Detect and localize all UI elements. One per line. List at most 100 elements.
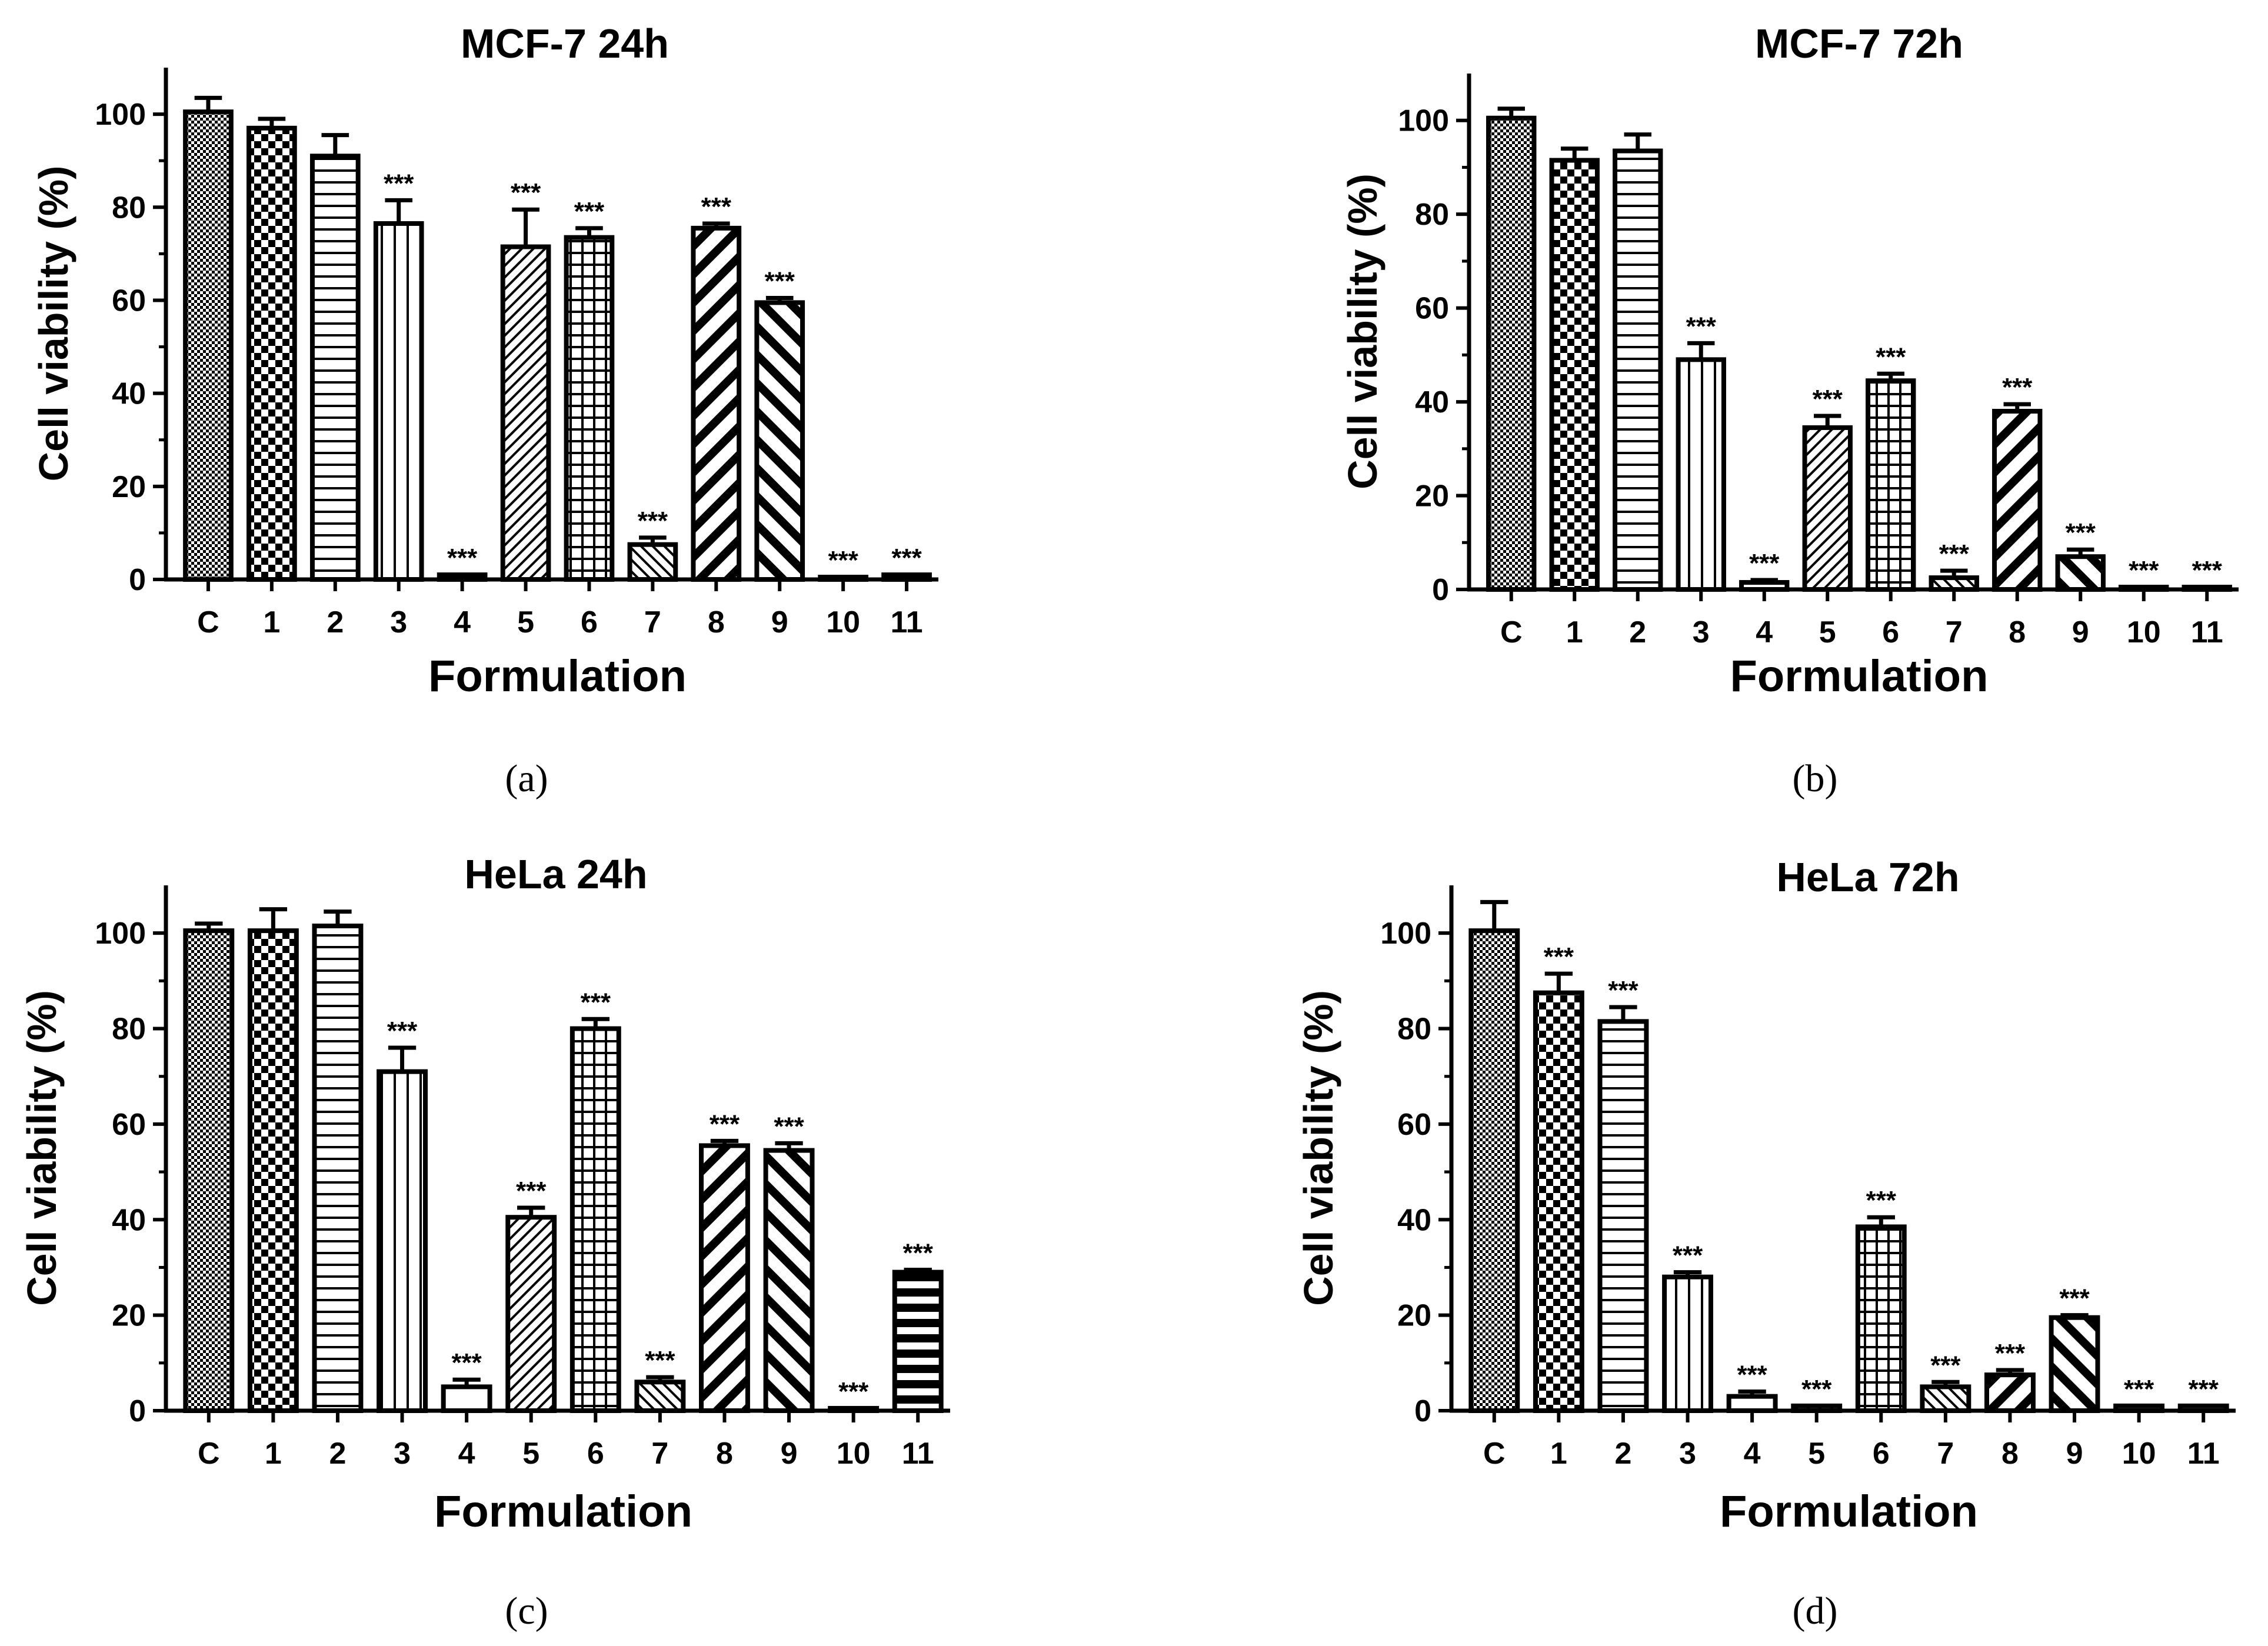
significance-label: ***	[1544, 942, 1574, 971]
x-tick-label: 3	[390, 605, 407, 639]
x-tick-label: 8	[708, 605, 725, 639]
bar-2	[309, 154, 361, 582]
y-tick-label: 60	[112, 284, 146, 318]
significance-label: ***	[387, 1017, 418, 1045]
x-axis-title: Formulation	[1730, 651, 1988, 701]
bar-9	[2049, 1315, 2100, 1414]
x-tick-label: 6	[581, 605, 598, 639]
x-tick-label: 11	[2187, 1437, 2220, 1471]
bar-1	[247, 928, 299, 1413]
y-tick-label: 100	[1398, 104, 1449, 138]
bar-C	[183, 109, 234, 582]
y-tick-label: 60	[1415, 292, 1449, 326]
x-tick-label: 5	[522, 1437, 539, 1471]
bar-3	[373, 221, 424, 582]
significance-label: ***	[1686, 312, 1717, 341]
y-tick-label: 80	[1397, 1012, 1431, 1047]
bar-2	[1597, 1019, 1649, 1413]
x-tick-label: 11	[891, 605, 923, 639]
x-tick-label: 9	[771, 605, 788, 639]
y-tick-label: 40	[1415, 385, 1449, 419]
y-tick-label: 40	[1397, 1203, 1431, 1237]
y-tick-label: 20	[112, 470, 146, 504]
significance-label: ***	[838, 1377, 869, 1406]
significance-label: ***	[2124, 1375, 2154, 1404]
x-tick-label: 11	[902, 1437, 934, 1471]
significance-label: ***	[2189, 1375, 2219, 1404]
bar-3	[1662, 1274, 1713, 1414]
chart-title: HeLa 72h	[1776, 854, 1959, 900]
bar-4	[1726, 1394, 1778, 1414]
significance-label: ***	[1876, 342, 1906, 371]
chart-title: MCF-7 72h	[1755, 21, 1963, 66]
x-tick-label: 3	[1679, 1437, 1696, 1471]
significance-label: ***	[2002, 373, 2033, 402]
panel-caption: (c)	[505, 1590, 548, 1632]
x-tick-label: 5	[517, 605, 534, 639]
x-tick-label: 8	[716, 1437, 733, 1471]
x-tick-label: 7	[651, 1437, 668, 1471]
bar-5	[1802, 425, 1853, 592]
chart-title: HeLa 24h	[464, 851, 647, 897]
x-tick-label: 3	[1693, 615, 1710, 649]
y-tick-label: 20	[112, 1299, 146, 1333]
significance-label: ***	[2059, 1284, 2090, 1313]
bar-1	[1549, 158, 1600, 592]
bar-6	[570, 1026, 621, 1413]
significance-label: ***	[774, 1112, 804, 1141]
x-tick-label: 4	[458, 1437, 475, 1471]
x-tick-label: 10	[2122, 1437, 2156, 1471]
x-tick-label: 2	[1629, 615, 1646, 649]
bar-2	[1613, 148, 1663, 592]
chart-title: MCF-7 24h	[461, 21, 669, 66]
chart-panel-3: HeLa 24h 0 20 40 60 80 100 Cell viability (%) C 1…	[19, 851, 950, 1632]
y-tick-label: 60	[112, 1108, 146, 1142]
x-tick-label: 5	[1808, 1437, 1825, 1471]
significance-label: ***	[384, 169, 414, 198]
x-tick-label: 6	[1873, 1437, 1890, 1471]
significance-label: ***	[1801, 1375, 1832, 1404]
bar-6	[1866, 378, 1916, 592]
x-tick-label: 1	[1566, 615, 1583, 649]
bar-5	[500, 244, 551, 582]
bar-C	[183, 928, 235, 1413]
bar-9	[763, 1148, 815, 1413]
bar-9	[754, 300, 805, 582]
significance-label: ***	[765, 267, 795, 296]
significance-label: ***	[574, 197, 605, 226]
significance-label: ***	[903, 1239, 934, 1268]
x-tick-label: 9	[2072, 615, 2089, 649]
y-tick-label: 0	[1432, 573, 1449, 607]
bar-7	[627, 542, 678, 582]
x-tick-label: 10	[826, 605, 860, 639]
significance-label: ***	[451, 1348, 482, 1377]
significance-label: ***	[1930, 1351, 1961, 1380]
x-tick-label: 10	[837, 1437, 871, 1471]
significance-label: ***	[828, 546, 858, 575]
significance-label: ***	[1608, 976, 1638, 1005]
y-tick-label: 0	[129, 1394, 146, 1428]
x-tick-label: 9	[781, 1437, 798, 1471]
panel-caption: (b)	[1793, 757, 1838, 800]
bar-8	[691, 225, 742, 582]
bar-3	[1676, 357, 1726, 592]
y-axis-title: Cell viability (%)	[31, 166, 76, 482]
y-tick-label: 100	[1380, 917, 1431, 951]
x-tick-label: 4	[454, 605, 471, 639]
x-tick-label: C	[1483, 1437, 1506, 1471]
bar-9	[2055, 554, 2106, 592]
significance-label: ***	[516, 1177, 547, 1205]
significance-label: ***	[710, 1109, 740, 1138]
y-tick-label: 0	[1414, 1394, 1431, 1428]
significance-label: ***	[2129, 556, 2159, 585]
x-tick-label: 4	[1756, 615, 1773, 649]
x-tick-label: 7	[1937, 1437, 1954, 1471]
significance-label: ***	[581, 988, 611, 1017]
x-tick-label: 2	[1614, 1437, 1631, 1471]
y-tick-label: 80	[112, 1012, 146, 1047]
bar-8	[1984, 1372, 2036, 1413]
x-tick-label: 4	[1744, 1437, 1761, 1471]
panel-caption: (a)	[505, 757, 548, 800]
bar-7	[1920, 1384, 1971, 1414]
